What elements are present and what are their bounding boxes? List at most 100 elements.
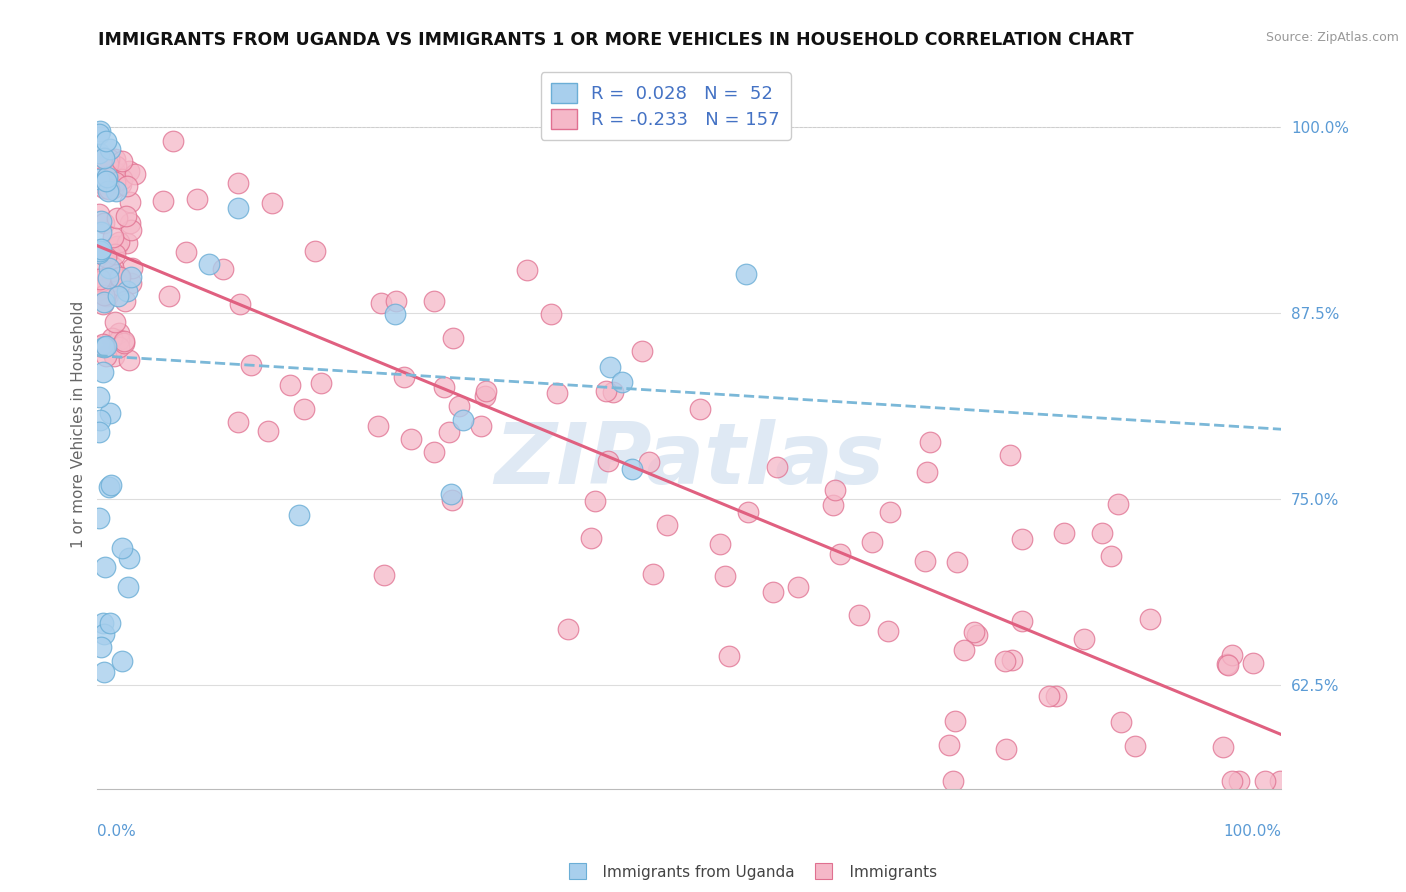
Point <box>1053 525 1076 540</box>
Point <box>96 268 118 283</box>
Point <box>637 455 659 469</box>
Point <box>1099 549 1122 563</box>
Text: Immigrants: Immigrants <box>830 865 936 880</box>
FancyBboxPatch shape <box>569 863 586 879</box>
Point <box>766 460 789 475</box>
Point <box>89 124 111 138</box>
Point <box>229 297 252 311</box>
Point <box>108 326 131 340</box>
Point <box>918 435 941 450</box>
Point <box>579 532 602 546</box>
Point <box>451 413 474 427</box>
Text: Source: ZipAtlas.com: Source: ZipAtlas.com <box>1265 31 1399 45</box>
Point <box>994 742 1017 756</box>
Point <box>1045 690 1067 704</box>
Point <box>87 284 110 298</box>
Point <box>423 293 446 308</box>
Point <box>540 307 562 321</box>
Point <box>304 244 326 259</box>
Point <box>94 174 117 188</box>
Point <box>1227 774 1250 789</box>
Point <box>915 465 938 479</box>
Point <box>942 774 965 789</box>
Point <box>94 339 117 353</box>
Point <box>157 289 180 303</box>
Point <box>228 176 250 190</box>
Point <box>98 616 121 631</box>
Point <box>115 178 138 193</box>
Point <box>226 201 249 215</box>
Point <box>89 270 111 285</box>
Point <box>737 505 759 519</box>
Point <box>98 261 121 276</box>
Point <box>103 315 125 329</box>
Point <box>240 358 263 372</box>
Point <box>89 254 111 268</box>
Point <box>118 551 141 566</box>
Point <box>121 261 143 276</box>
Point <box>599 359 621 374</box>
Point <box>118 352 141 367</box>
Point <box>1241 657 1264 671</box>
Point <box>108 277 131 292</box>
Point <box>1218 658 1240 673</box>
Point <box>110 541 132 555</box>
Point <box>914 554 936 568</box>
Point <box>830 547 852 561</box>
Point <box>1270 774 1292 789</box>
Point <box>97 185 120 199</box>
Point <box>602 384 624 399</box>
Point <box>257 425 280 439</box>
Point <box>104 165 127 179</box>
Point <box>105 211 128 225</box>
Point <box>98 406 121 420</box>
Point <box>966 628 988 642</box>
Point <box>87 245 110 260</box>
Point <box>998 448 1021 462</box>
Point <box>101 180 124 194</box>
Point <box>1107 497 1129 511</box>
Point <box>104 175 127 189</box>
Point <box>87 172 110 186</box>
Point <box>87 127 110 141</box>
Point <box>91 336 114 351</box>
Point <box>104 247 127 261</box>
Point <box>226 416 249 430</box>
Point <box>115 209 138 223</box>
Point <box>620 461 643 475</box>
Point <box>1212 740 1234 755</box>
Point <box>174 244 197 259</box>
Text: IMMIGRANTS FROM UGANDA VS IMMIGRANTS 1 OR MORE VEHICLES IN HOUSEHOLD CORRELATION: IMMIGRANTS FROM UGANDA VS IMMIGRANTS 1 O… <box>98 31 1135 49</box>
Point <box>108 269 131 284</box>
Point <box>90 214 112 228</box>
Point <box>946 555 969 569</box>
Point <box>546 385 568 400</box>
Point <box>943 714 966 728</box>
Point <box>104 152 127 166</box>
Point <box>93 627 115 641</box>
Point <box>385 294 408 309</box>
Point <box>862 534 884 549</box>
Point <box>118 164 141 178</box>
Point <box>1090 526 1112 541</box>
Point <box>89 207 111 221</box>
Point <box>103 349 125 363</box>
Point <box>437 425 460 439</box>
Point <box>101 260 124 275</box>
Point <box>292 402 315 417</box>
Point <box>557 622 579 636</box>
Point <box>1111 714 1133 729</box>
Point <box>90 274 112 288</box>
Point <box>90 640 112 654</box>
Point <box>260 196 283 211</box>
Text: Immigrants from Uganda: Immigrants from Uganda <box>583 865 796 880</box>
Point <box>101 331 124 345</box>
Point <box>938 739 960 753</box>
Point <box>124 167 146 181</box>
Text: ZIPatlas: ZIPatlas <box>494 419 884 502</box>
Point <box>1220 648 1243 662</box>
Point <box>399 432 422 446</box>
Point <box>87 425 110 440</box>
Point <box>879 505 901 519</box>
Point <box>786 580 808 594</box>
